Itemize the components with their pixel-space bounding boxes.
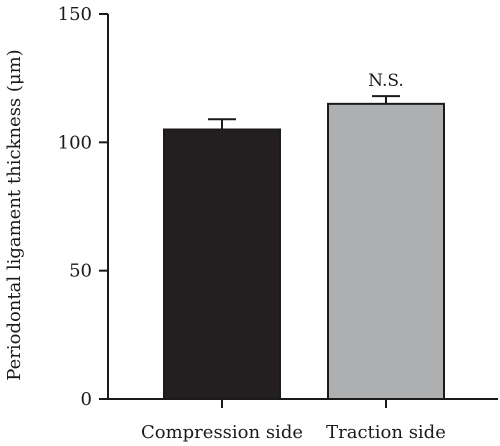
bar [327,102,445,400]
y-tick-label: 0 [81,389,92,410]
significance-label: N.S. [368,71,404,91]
y-tick-label: 100 [58,132,92,153]
y-axis-title: Periodontal ligament thickness (μm) [4,49,25,380]
y-tick-label: 50 [69,261,92,282]
x-tick-label: Traction side [326,422,446,443]
plot-area: 0 50 100 150 Compression side Traction side N.… [58,4,498,443]
y-tick-label: 150 [58,4,92,25]
bar [163,128,281,400]
x-tick-label: Compression side [141,422,303,443]
